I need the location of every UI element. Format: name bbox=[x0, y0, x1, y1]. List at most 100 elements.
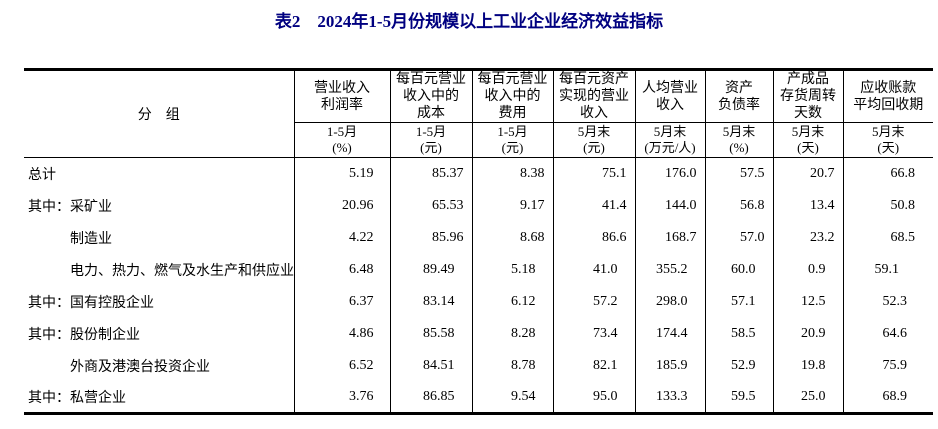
value-cell: 85.96 bbox=[389, 221, 472, 254]
group-header-cell: 分 组 bbox=[24, 69, 294, 158]
column-unit: 5月末 (天) bbox=[842, 122, 933, 158]
column-unit: 5月末 (元) bbox=[552, 122, 635, 158]
table-row-state-holding: 其中：国有控股企业 6.37 83.14 6.12 57.2 298.0 57.… bbox=[24, 285, 933, 318]
value-cell: 20.9 bbox=[772, 317, 843, 350]
column-unit: 1-5月 (元) bbox=[471, 122, 553, 158]
value-cell: 9.17 bbox=[471, 189, 553, 222]
value-cell: 8.68 bbox=[471, 221, 553, 254]
table-row-mining: 其中：采矿业 20.96 65.53 9.17 41.4 144.0 56.8 … bbox=[24, 189, 933, 222]
value-cell: 355.2 bbox=[634, 253, 705, 286]
table-title: 表2 2024年1-5月份规模以上工业企业经济效益指标 bbox=[274, 12, 664, 31]
value-cell: 185.9 bbox=[634, 349, 705, 382]
value-cell: 52.9 bbox=[704, 349, 773, 382]
row-label: 总计 bbox=[28, 167, 56, 183]
value-cell: 144.0 bbox=[634, 189, 705, 222]
value-cell: 13.4 bbox=[772, 189, 843, 222]
value-cell: 12.5 bbox=[772, 285, 843, 318]
value-cell: 59.5 bbox=[704, 381, 773, 414]
value-cell: 20.96 bbox=[293, 189, 390, 222]
value-cell: 3.76 bbox=[293, 381, 390, 414]
value-cell: 58.5 bbox=[704, 317, 773, 350]
value-cell: 176.0 bbox=[634, 157, 705, 190]
value-cell: 68.9 bbox=[842, 381, 933, 414]
column-unit: 5月末 (%) bbox=[704, 122, 773, 158]
row-label: 外商及港澳台投资企业 bbox=[70, 359, 210, 375]
column-header-receivable-period: 应收账款 平均回收期 bbox=[842, 69, 933, 123]
row-label: 制造业 bbox=[70, 231, 112, 247]
value-cell: 86.85 bbox=[389, 381, 472, 414]
value-cell: 86.6 bbox=[552, 221, 635, 254]
value-cell: 174.4 bbox=[634, 317, 705, 350]
value-cell: 0.9 bbox=[772, 253, 843, 286]
column-header-revenue-per-capita: 人均营业 收入 bbox=[634, 69, 705, 123]
value-cell: 20.7 bbox=[772, 157, 843, 190]
value-cell: 6.48 bbox=[293, 253, 390, 286]
indicators-table: 分 组 营业收入 利润率 每百元营业 收入中的 成本 每百元营业 收入中的 费用… bbox=[24, 68, 933, 415]
value-cell: 168.7 bbox=[634, 221, 705, 254]
value-cell: 50.8 bbox=[842, 189, 933, 222]
row-label: 其中：股份制企业 bbox=[28, 327, 140, 343]
row-label: 其中：采矿业 bbox=[28, 199, 112, 215]
value-cell: 57.5 bbox=[704, 157, 773, 190]
value-cell: 4.22 bbox=[293, 221, 390, 254]
value-cell: 56.8 bbox=[704, 189, 773, 222]
value-cell: 66.8 bbox=[842, 157, 933, 190]
column-unit: 1-5月 (元) bbox=[389, 122, 472, 158]
column-unit: 1-5月 (%) bbox=[293, 122, 390, 158]
table-row-private: 其中：私营企业 3.76 86.85 9.54 95.0 133.3 59.5 … bbox=[24, 381, 933, 414]
value-cell: 41.4 bbox=[552, 189, 635, 222]
value-cell: 4.86 bbox=[293, 317, 390, 350]
column-header-inventory-days: 产成品 存货周转 天数 bbox=[772, 69, 843, 123]
column-header-profit-rate: 营业收入 利润率 bbox=[293, 69, 390, 123]
value-cell: 57.2 bbox=[552, 285, 635, 318]
table-row-shareholding: 其中：股份制企业 4.86 85.58 8.28 73.4 174.4 58.5… bbox=[24, 317, 933, 350]
value-cell: 133.3 bbox=[634, 381, 705, 414]
value-cell: 6.37 bbox=[293, 285, 390, 318]
row-label: 电力、热力、燃气及水生产和供应业 bbox=[70, 263, 294, 279]
value-cell: 41.0 bbox=[552, 253, 635, 286]
table-row-utilities: 电力、热力、燃气及水生产和供应业 6.48 89.49 5.18 41.0 35… bbox=[24, 253, 933, 286]
value-cell: 59.1 bbox=[842, 253, 933, 286]
value-cell: 82.1 bbox=[552, 349, 635, 382]
value-cell: 23.2 bbox=[772, 221, 843, 254]
table-row-manufacturing: 制造业 4.22 85.96 8.68 86.6 168.7 57.0 23.2… bbox=[24, 221, 933, 254]
value-cell: 9.54 bbox=[471, 381, 553, 414]
value-cell: 5.18 bbox=[471, 253, 553, 286]
value-cell: 19.8 bbox=[772, 349, 843, 382]
value-cell: 8.78 bbox=[471, 349, 553, 382]
column-unit: 5月末 (天) bbox=[772, 122, 843, 158]
value-cell: 73.4 bbox=[552, 317, 635, 350]
column-unit: 5月末 (万元/人) bbox=[634, 122, 705, 158]
column-header-cost-per-100: 每百元营业 收入中的 成本 bbox=[389, 69, 472, 123]
column-header-revenue-per-asset: 每百元资产 实现的营业 收入 bbox=[552, 69, 635, 123]
column-header-debt-ratio: 资产 负债率 bbox=[704, 69, 773, 123]
value-cell: 52.3 bbox=[842, 285, 933, 318]
value-cell: 89.49 bbox=[389, 253, 472, 286]
header-row-labels: 分 组 营业收入 利润率 每百元营业 收入中的 成本 每百元营业 收入中的 费用… bbox=[24, 69, 933, 158]
table-row-foreign-invested: 外商及港澳台投资企业 6.52 84.51 8.78 82.1 185.9 52… bbox=[24, 349, 933, 382]
value-cell: 8.38 bbox=[471, 157, 553, 190]
value-cell: 75.9 bbox=[842, 349, 933, 382]
value-cell: 65.53 bbox=[389, 189, 472, 222]
value-cell: 83.14 bbox=[389, 285, 472, 318]
value-cell: 5.19 bbox=[293, 157, 390, 190]
value-cell: 6.12 bbox=[471, 285, 553, 318]
value-cell: 298.0 bbox=[634, 285, 705, 318]
value-cell: 64.6 bbox=[842, 317, 933, 350]
row-label: 其中：私营企业 bbox=[28, 390, 126, 406]
value-cell: 85.58 bbox=[389, 317, 472, 350]
row-label: 其中：国有控股企业 bbox=[28, 295, 154, 311]
value-cell: 57.1 bbox=[704, 285, 773, 318]
value-cell: 85.37 bbox=[389, 157, 472, 190]
value-cell: 60.0 bbox=[704, 253, 773, 286]
value-cell: 8.28 bbox=[471, 317, 553, 350]
value-cell: 6.52 bbox=[293, 349, 390, 382]
value-cell: 25.0 bbox=[772, 381, 843, 414]
value-cell: 57.0 bbox=[704, 221, 773, 254]
value-cell: 75.1 bbox=[552, 157, 635, 190]
table-row-total: 总计 5.19 85.37 8.38 75.1 176.0 57.5 20.7 … bbox=[24, 157, 933, 190]
column-header-expense-per-100: 每百元营业 收入中的 费用 bbox=[471, 69, 553, 123]
value-cell: 95.0 bbox=[552, 381, 635, 414]
value-cell: 68.5 bbox=[842, 221, 933, 254]
